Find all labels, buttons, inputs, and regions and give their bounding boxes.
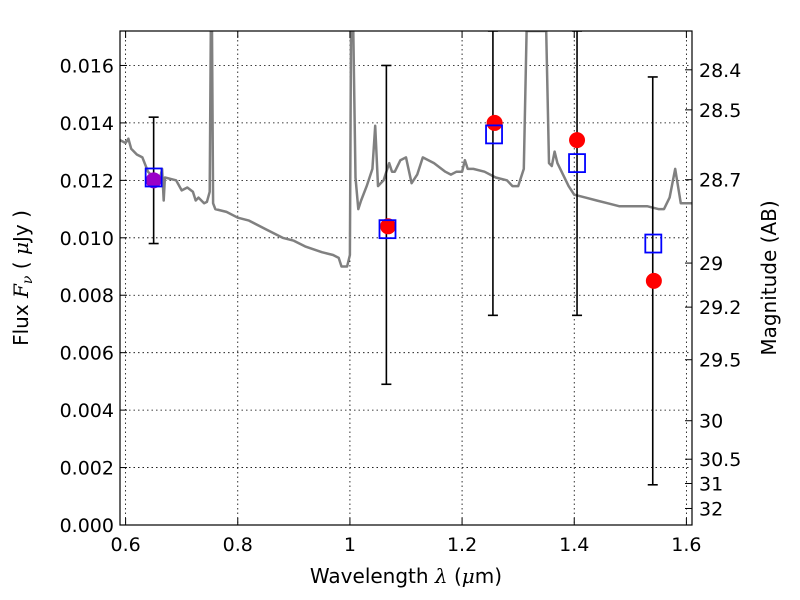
x-axis-title-unit: m) xyxy=(475,564,502,588)
y2-tick-label: 29 xyxy=(699,253,723,275)
y-axis-title-unit: Jy ) xyxy=(9,210,33,244)
y-axis-title-unit-symbol: μ xyxy=(9,242,33,255)
x-tick-label: 1 xyxy=(344,534,356,556)
y2-tick-label: 29.5 xyxy=(699,350,741,372)
observed-photometry-square xyxy=(378,219,397,240)
y-tick-label: 0.010 xyxy=(60,228,114,250)
y2-tick-label: 28.5 xyxy=(699,100,741,122)
model-photometry-points xyxy=(145,114,662,289)
x-axis-title-prefix: Wavelength xyxy=(310,564,435,588)
observed-photometry-square xyxy=(144,167,163,188)
x-axis-title: Wavelength λ (μm) xyxy=(310,564,502,588)
y-axis-title-subscript: ν xyxy=(20,275,36,284)
x-tick-label: 1.6 xyxy=(671,534,701,556)
y-tick-label: 0.012 xyxy=(60,170,114,192)
observed-photometry-square xyxy=(644,233,663,254)
y2-tick-label: 28.4 xyxy=(699,60,741,82)
y2-tick-label: 28.7 xyxy=(699,170,741,192)
y-tick-label: 0.002 xyxy=(60,458,114,480)
y2-axis-title: Magnitude (AB) xyxy=(757,200,781,355)
model-photometry-point xyxy=(145,172,162,189)
y2-tick-label: 31 xyxy=(699,473,723,495)
observed-photometry-squares xyxy=(144,124,663,254)
x-axis-title-symbol: λ xyxy=(434,564,448,588)
model-spectrum xyxy=(120,31,692,268)
x-tick-label: 0.8 xyxy=(223,534,253,556)
y-axis-title-suffix: ( xyxy=(9,255,33,276)
model-spectrum-line xyxy=(120,31,692,268)
y-tick-label: 0.000 xyxy=(60,515,114,537)
y-tick-label: 0.014 xyxy=(60,113,114,135)
y-axis-title-symbol: F xyxy=(9,283,33,299)
model-photometry-point xyxy=(486,114,503,131)
plot-frame xyxy=(119,30,693,526)
y-tick-label: 0.008 xyxy=(60,285,114,307)
model-photometry-point xyxy=(569,132,586,149)
y-tick-label: 0.016 xyxy=(60,55,114,77)
y2-tick-label: 30.5 xyxy=(699,449,741,471)
observed-photometry-square xyxy=(568,153,586,174)
y-axis-title-prefix: Flux xyxy=(9,298,33,346)
plot-background xyxy=(120,31,692,525)
y-tick-label: 0.004 xyxy=(60,400,114,422)
x-tick-label: 1.4 xyxy=(559,534,589,556)
y2-tick-label: 29.2 xyxy=(699,297,741,319)
x-axis-title-unit-symbol: μ xyxy=(462,564,475,588)
model-photometry-point xyxy=(645,272,662,289)
x-tick-label: 1.2 xyxy=(447,534,477,556)
x-axis-title-suffix: ( xyxy=(448,564,462,588)
observed-photometry-square xyxy=(485,124,503,145)
y-axis-title: Flux Fν ( μJy ) xyxy=(9,210,36,346)
y2-tick-label: 30 xyxy=(699,411,723,433)
x-tick-label: 0.6 xyxy=(110,534,140,556)
model-photometry-point xyxy=(380,218,397,235)
y2-tick-label: 32 xyxy=(699,498,723,520)
y-tick-label: 0.006 xyxy=(60,343,114,365)
axis-ticks: 0.6 0.8 1 1.2 1.4 1.6 0.000 0.002 0.004 0.006 0.00… xyxy=(60,31,741,556)
